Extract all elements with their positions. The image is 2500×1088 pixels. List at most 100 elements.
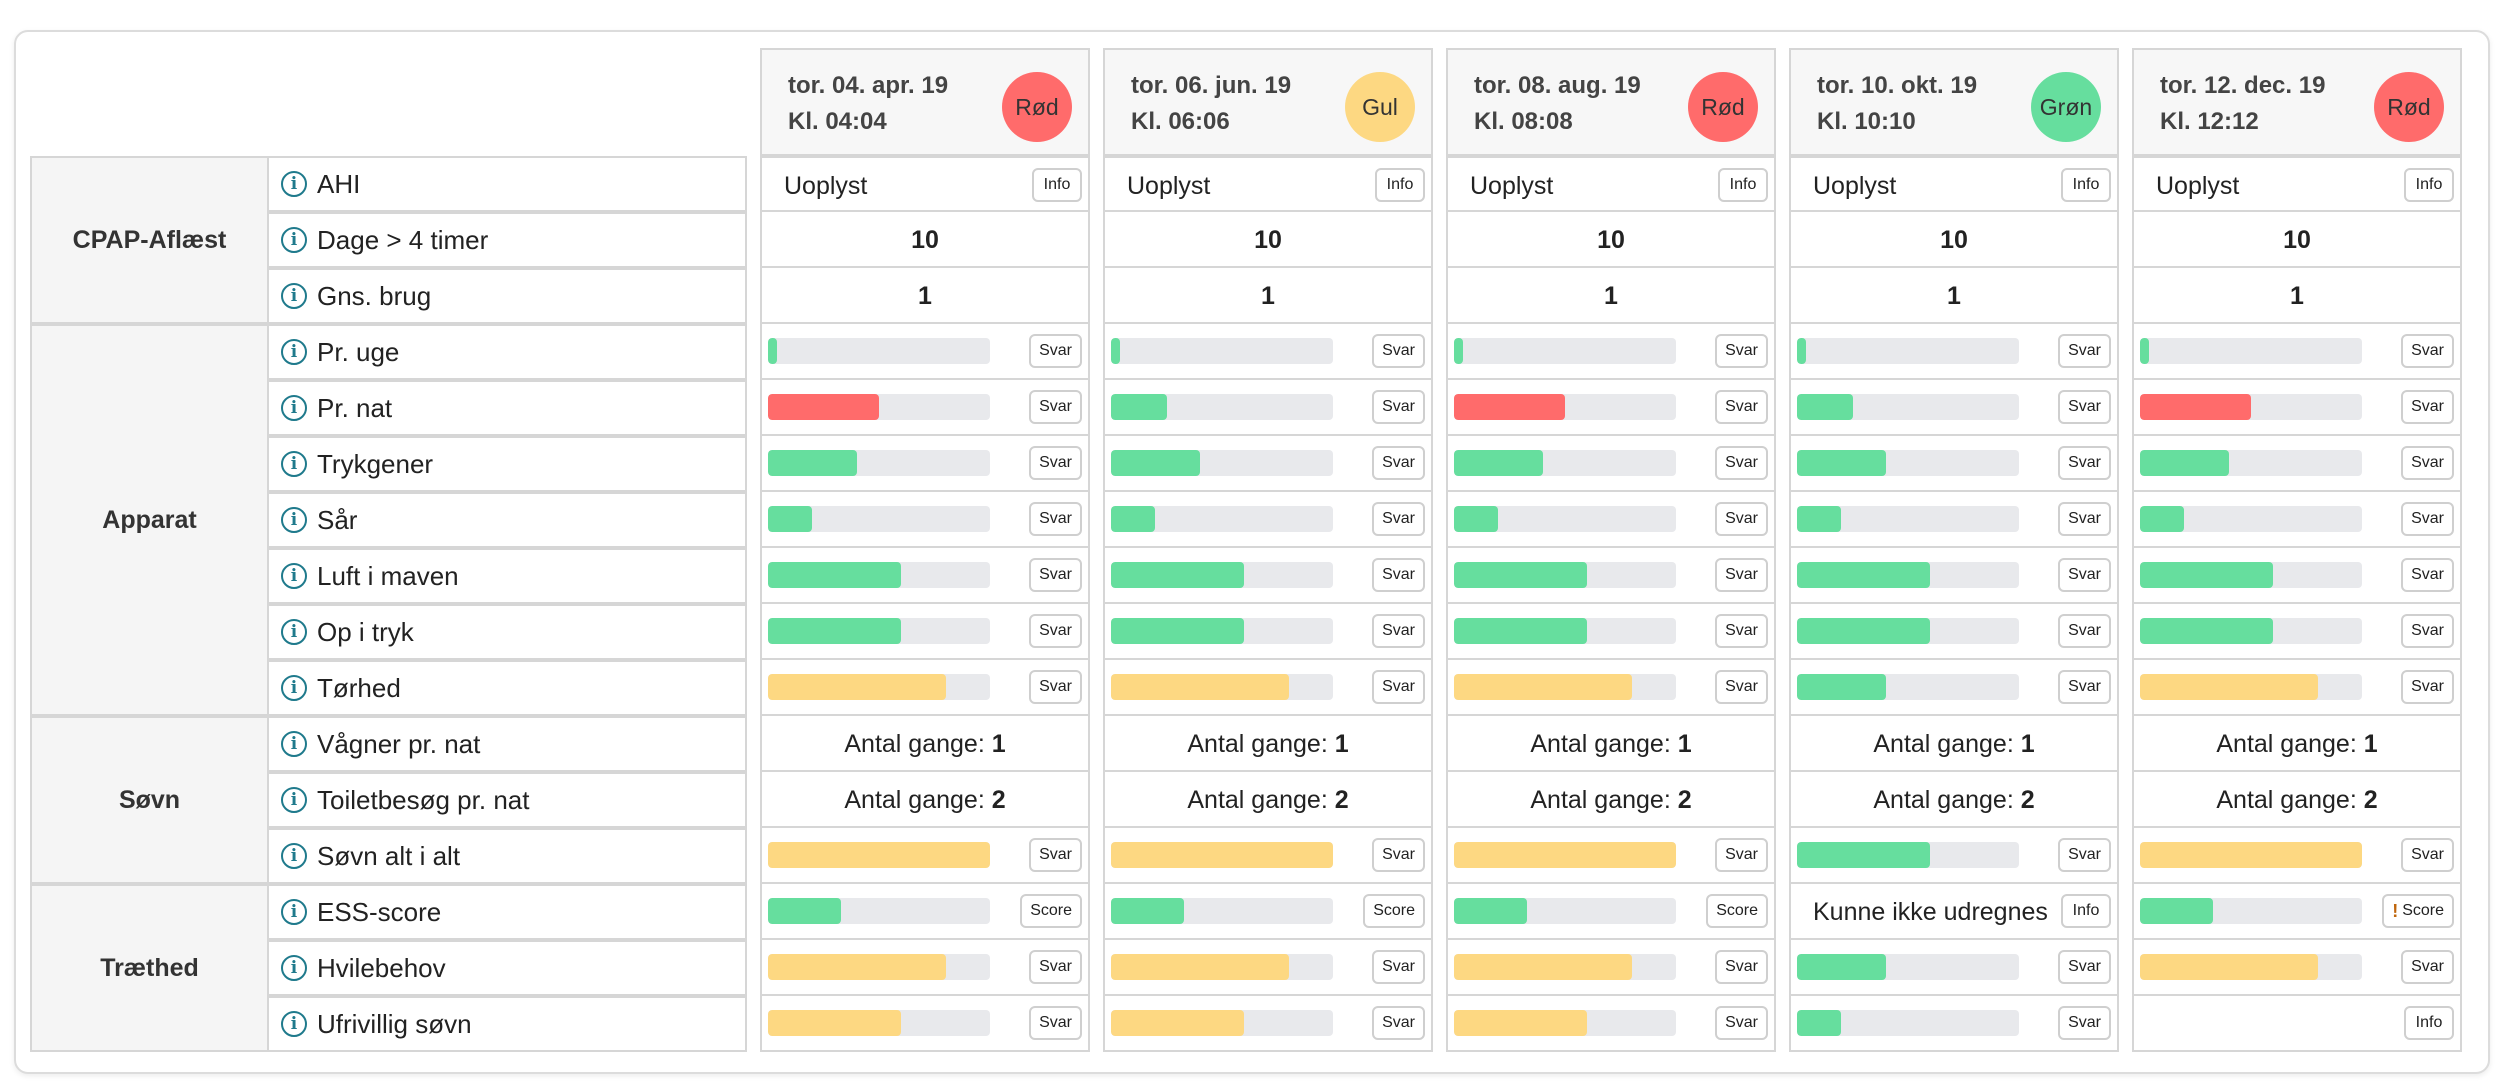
answer-button[interactable]: Svar [1372,558,1425,592]
answer-button[interactable]: Svar [1372,614,1425,648]
info-icon[interactable]: i [281,227,307,253]
progress-fill [1111,674,1289,700]
info-icon[interactable]: i [281,955,307,981]
answer-button[interactable]: Svar [2058,1006,2111,1040]
answer-button[interactable]: Svar [1372,334,1425,368]
answer-button[interactable]: Svar [2401,950,2454,984]
answer-button[interactable]: Svar [1715,446,1768,480]
info-icon[interactable]: i [281,451,307,477]
data-cell: Svar [1789,660,2119,716]
data-cell: Svar [1103,548,1433,604]
data-cell: Antal gange: 2 [760,772,1090,828]
answer-button[interactable]: Svar [2058,334,2111,368]
answer-button[interactable]: Svar [2401,558,2454,592]
answer-button[interactable]: Svar [1715,390,1768,424]
answer-button[interactable]: Svar [1029,838,1082,872]
answer-button[interactable]: Svar [2401,446,2454,480]
answer-button[interactable]: Svar [2401,390,2454,424]
info-button[interactable]: Info [2404,168,2454,202]
group-label: CPAP-Aflæst [30,156,269,324]
value-number: 10 [1597,226,1625,254]
row-label: i ESS-score [269,884,747,940]
answer-button[interactable]: Svar [2058,614,2111,648]
data-cell: Svar [2132,548,2462,604]
score-button[interactable]: Score [1363,894,1425,928]
answer-button[interactable]: Svar [1029,950,1082,984]
info-icon[interactable]: i [281,171,307,197]
answer-button[interactable]: Svar [1715,670,1768,704]
column-header: tor. 12. dec. 19 Kl. 12:12 Rød [2132,48,2462,156]
info-icon[interactable]: i [281,563,307,589]
status-indicator: Rød [1002,72,1072,142]
row-label-text: Pr. uge [317,336,400,367]
info-icon[interactable]: i [281,787,307,813]
answer-button[interactable]: Svar [1029,1006,1082,1040]
header-time: Kl. 08:08 [1474,108,1573,135]
info-button[interactable]: Info [2061,894,2111,928]
data-cell: Score [760,884,1090,940]
answer-button[interactable]: Svar [2058,390,2111,424]
info-icon[interactable]: i [281,1011,307,1037]
progress-fill [1797,506,1842,532]
answer-button[interactable]: Svar [1715,334,1768,368]
answer-button[interactable]: Svar [1372,390,1425,424]
info-icon[interactable]: i [281,339,307,365]
answer-button[interactable]: Svar [2401,334,2454,368]
answer-button[interactable]: Svar [1372,670,1425,704]
answer-button[interactable]: Svar [1029,558,1082,592]
answer-button[interactable]: Svar [1029,614,1082,648]
answer-button[interactable]: Svar [2401,614,2454,648]
info-button[interactable]: Info [1032,168,1082,202]
answer-button[interactable]: Svar [2058,950,2111,984]
data-cell: Svar [1789,548,2119,604]
answer-button[interactable]: Svar [1715,838,1768,872]
answer-button[interactable]: Svar [2058,670,2111,704]
info-icon[interactable]: i [281,731,307,757]
answer-button[interactable]: Svar [2058,838,2111,872]
data-cell: Svar [1103,380,1433,436]
data-cell: Svar [2132,604,2462,660]
info-icon[interactable]: i [281,507,307,533]
answer-button[interactable]: Svar [2058,502,2111,536]
count-prefix: Antal gange: [844,730,992,758]
answer-button[interactable]: Svar [2401,502,2454,536]
answer-button[interactable]: Svar [1715,558,1768,592]
info-button[interactable]: Info [2404,1006,2454,1040]
info-icon[interactable]: i [281,843,307,869]
answer-button[interactable]: Svar [1372,446,1425,480]
answer-button[interactable]: Svar [1029,670,1082,704]
header-time: Kl. 06:06 [1131,108,1230,135]
answer-button[interactable]: Svar [2058,446,2111,480]
answer-button[interactable]: Svar [1372,950,1425,984]
info-icon[interactable]: i [281,395,307,421]
answer-button[interactable]: Svar [1715,950,1768,984]
score-button[interactable]: Score [1706,894,1768,928]
progress-bar [1111,674,1333,700]
answer-button[interactable]: Svar [1715,614,1768,648]
answer-button[interactable]: Svar [1715,502,1768,536]
status-indicator: Rød [2374,72,2444,142]
answer-button[interactable]: Svar [2401,670,2454,704]
progress-fill [1454,898,1528,924]
score-button[interactable]: Score [1020,894,1082,928]
answer-button[interactable]: Svar [1029,334,1082,368]
info-icon[interactable]: i [281,899,307,925]
answer-button[interactable]: Svar [1372,1006,1425,1040]
info-icon[interactable]: i [281,675,307,701]
info-button[interactable]: Info [1718,168,1768,202]
answer-button[interactable]: Svar [1029,390,1082,424]
answer-button[interactable]: Svar [1715,1006,1768,1040]
answer-button[interactable]: Svar [1029,446,1082,480]
button-label: Svar [2068,1014,2101,1031]
info-button[interactable]: Info [1375,168,1425,202]
answer-button[interactable]: Svar [1372,838,1425,872]
answer-button[interactable]: Svar [2401,838,2454,872]
row-label: i Ufrivillig søvn [269,996,747,1052]
answer-button[interactable]: Svar [1029,502,1082,536]
info-icon[interactable]: i [281,283,307,309]
info-button[interactable]: Info [2061,168,2111,202]
answer-button[interactable]: Svar [1372,502,1425,536]
info-icon[interactable]: i [281,619,307,645]
answer-button[interactable]: Svar [2058,558,2111,592]
score-button[interactable]: ! Score [2382,894,2454,928]
